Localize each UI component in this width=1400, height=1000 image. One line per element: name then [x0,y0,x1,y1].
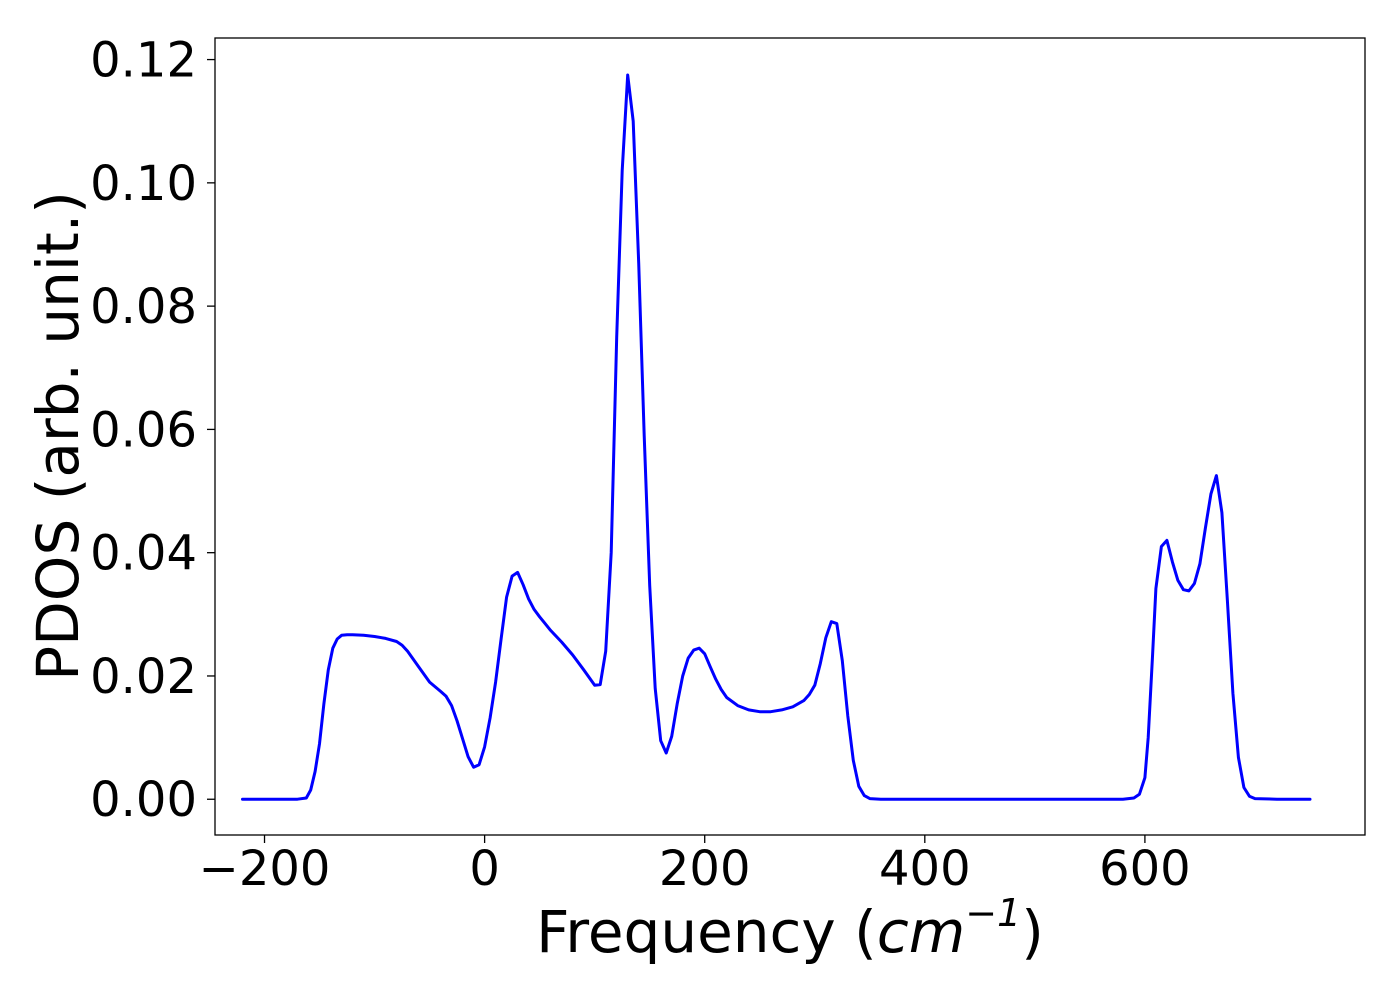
x-axis-label-variable: cm [877,898,965,966]
x-axis-label-prefix: Frequency ( [536,898,877,966]
x-axis-label-exponent: −1 [965,891,1021,935]
plot-layer [241,73,1312,801]
y-tick-label: 0.00 [90,772,197,828]
y-tick-label: 0.06 [90,402,197,458]
x-tick-label: 200 [659,841,751,897]
x-tick-label: 0 [469,841,500,897]
y-tick-label: 0.10 [90,156,197,212]
y-tick-label: 0.08 [90,279,197,335]
x-tick-label: 400 [879,841,971,897]
x-axis-label: Frequency (cm−1) [536,891,1044,966]
y-tick-label: 0.04 [90,526,197,582]
ticks-layer: −200 0 200 400 600 0.00 0.02 0.04 0.06 0.08 0.10 0.… [90,33,1191,897]
pdos-series-line [241,73,1312,801]
y-tick-label: 0.02 [90,649,197,705]
y-axis-label: PDOS (arb. unit.) [24,191,92,681]
plot-frame [214,37,1366,836]
x-tick-label: −200 [199,841,331,897]
x-axis-label-suffix: ) [1021,898,1044,966]
y-tick-label: 0.12 [90,33,197,89]
x-tick-label: 600 [1099,841,1191,897]
